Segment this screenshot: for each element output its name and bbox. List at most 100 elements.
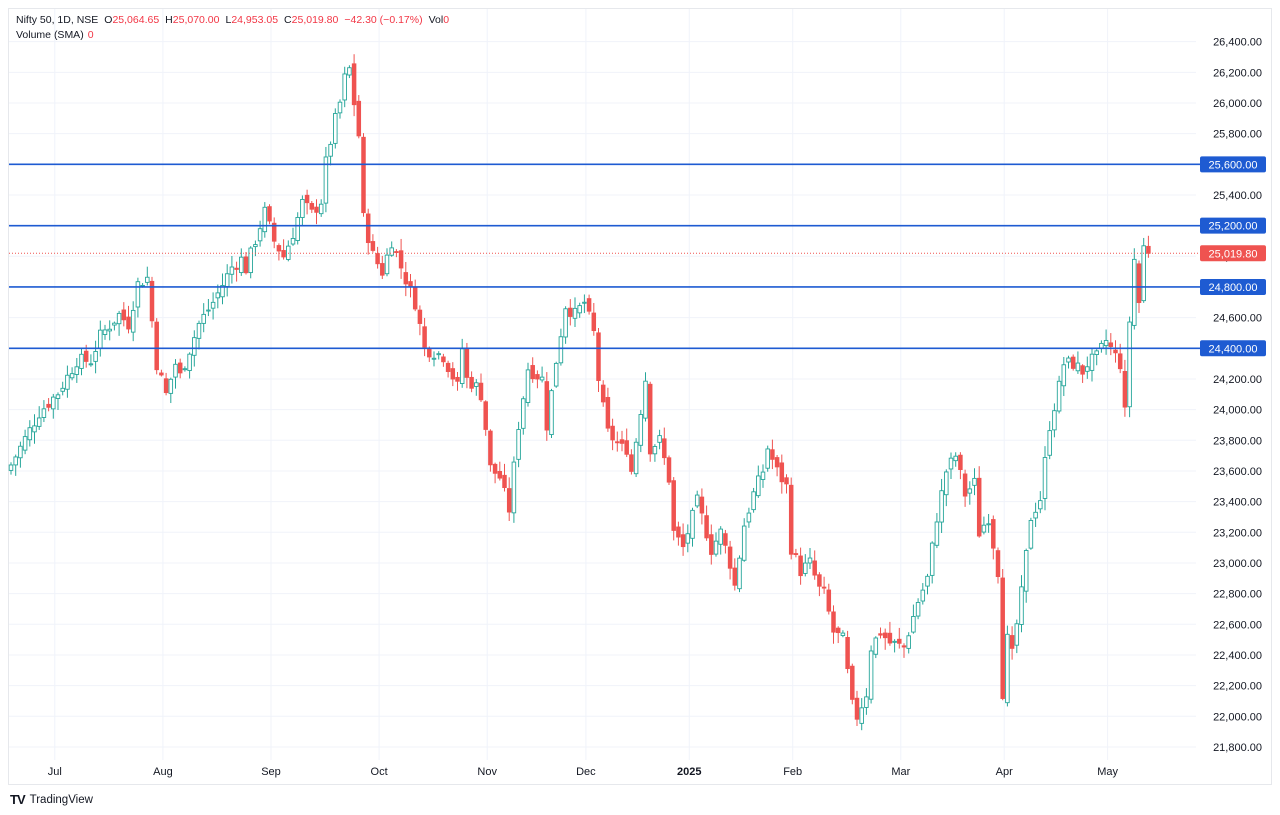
candle-up <box>765 448 770 469</box>
candle-down <box>1000 577 1005 699</box>
candle-up <box>41 408 47 418</box>
candle-up <box>55 394 61 399</box>
candle-down <box>408 281 413 287</box>
open-label: O <box>104 14 113 26</box>
candle-down <box>361 136 366 214</box>
candle-up <box>262 206 268 233</box>
y-tick-label: 21,800.00 <box>1213 742 1262 754</box>
y-tick-label: 26,200.00 <box>1213 67 1262 79</box>
candle-up <box>1042 457 1048 499</box>
candle-up <box>239 256 244 274</box>
candle-down <box>854 697 860 720</box>
candle-down <box>478 382 484 401</box>
candle-down <box>897 638 902 644</box>
candle-down <box>995 550 1001 578</box>
candle-up <box>906 635 911 649</box>
candle-down <box>1108 342 1114 347</box>
candle-up <box>295 217 300 241</box>
candles <box>8 54 1151 731</box>
candle-down <box>976 477 982 537</box>
high-label: H <box>165 14 173 26</box>
candle-down <box>177 362 183 374</box>
candle-down <box>234 267 239 270</box>
symbol-label[interactable]: Nifty 50, 1D, NSE <box>16 14 99 26</box>
candle-up <box>318 203 324 215</box>
candle-down <box>784 477 789 485</box>
candle-down <box>544 381 550 431</box>
candle-down <box>624 440 629 455</box>
candle-up <box>807 557 813 564</box>
tradingview-name: TradingView <box>29 793 93 806</box>
candle-up <box>389 247 394 256</box>
candle-down <box>887 632 893 644</box>
candle-up <box>539 376 545 381</box>
candle-down <box>1122 370 1128 408</box>
candle-up <box>69 373 75 379</box>
candle-down <box>647 383 653 455</box>
level-tag <box>1200 156 1266 173</box>
tradingview-brand[interactable]: TV TradingView <box>10 792 93 807</box>
candle-down <box>991 519 996 549</box>
y-tick-label: 22,600.00 <box>1213 619 1262 631</box>
candle-up <box>948 457 954 470</box>
candle-down <box>441 356 446 363</box>
candle-down <box>845 637 850 670</box>
x-tick-label: Mar <box>891 766 910 778</box>
candle-up <box>290 238 296 245</box>
candle-up <box>220 285 225 298</box>
candle-up <box>803 562 808 574</box>
candle-up <box>13 456 18 466</box>
candle-up <box>1103 340 1109 347</box>
candle-down <box>469 376 474 389</box>
candle-down <box>586 298 592 312</box>
candle-up <box>384 254 390 275</box>
x-tick-label: Oct <box>371 766 388 778</box>
candle-down <box>403 272 409 285</box>
candle-up <box>981 524 987 533</box>
candle-up <box>187 353 192 371</box>
x-tick-label: Apr <box>996 766 1013 778</box>
candle-down <box>154 321 159 371</box>
volume-sma-label[interactable]: Volume (SMA) <box>16 29 84 41</box>
candle-up <box>60 387 65 392</box>
candle-down <box>878 633 883 636</box>
candle-up <box>168 378 174 394</box>
candle-down <box>1080 365 1085 375</box>
candle-down <box>46 403 51 408</box>
candle-up <box>98 329 103 349</box>
candle-down <box>727 546 733 569</box>
candle-up <box>638 414 644 446</box>
candle-up <box>953 455 958 462</box>
candle-down <box>732 567 738 586</box>
candle-up <box>652 446 658 455</box>
x-tick-label: Nov <box>477 766 497 778</box>
candle-down <box>356 100 362 137</box>
candle-up <box>333 113 338 144</box>
y-tick-label: 22,200.00 <box>1213 681 1262 693</box>
candle-up <box>145 276 150 283</box>
candle-down <box>464 348 470 378</box>
candle-up <box>934 521 940 546</box>
candle-up <box>939 490 944 523</box>
candle-up <box>1019 586 1024 625</box>
candle-up <box>713 540 719 555</box>
candle-up <box>182 368 188 371</box>
candle-up <box>130 309 136 333</box>
candle-up <box>342 73 347 101</box>
candle-up <box>1023 550 1029 592</box>
candle-up <box>511 461 517 514</box>
candle-up <box>925 575 930 587</box>
candle-up <box>864 696 869 708</box>
level-tag <box>1200 278 1266 295</box>
candle-up <box>474 382 479 387</box>
candle-down <box>699 496 705 514</box>
candle-down <box>798 555 803 577</box>
candle-down <box>610 425 615 441</box>
last-price-tag <box>1200 245 1266 262</box>
candle-down <box>530 365 535 380</box>
candle-up <box>929 542 935 576</box>
candle-up <box>135 281 141 308</box>
candle-up <box>102 329 108 335</box>
candle-up <box>972 477 977 486</box>
